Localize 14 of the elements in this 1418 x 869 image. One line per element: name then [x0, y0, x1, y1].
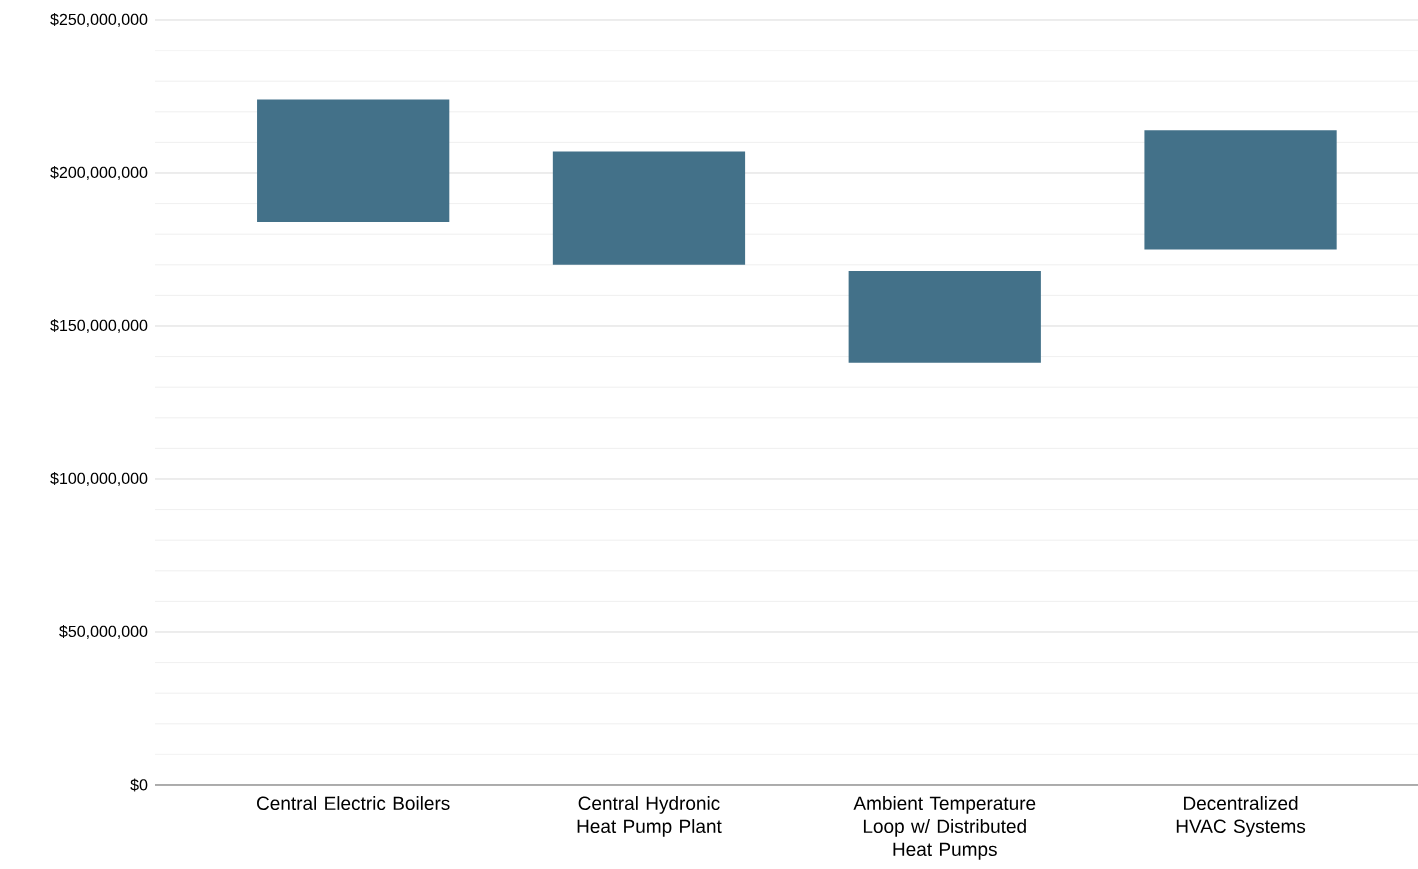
bar	[552, 151, 746, 265]
y-tick-label: $100,000,000	[50, 472, 148, 486]
x-tick-label: Decentralized HVAC Systems	[1176, 796, 1306, 837]
x-tick-label: Central Hydronic Heat Pump Plant	[577, 796, 722, 837]
y-tick-label: $250,000,000	[50, 13, 148, 27]
bar	[1144, 130, 1337, 250]
y-tick-label: $150,000,000	[50, 319, 148, 333]
x-tick-label: Ambient Temperature Loop w/ Distributed Heat Pumps	[853, 796, 1036, 860]
y-tick-label: $0	[130, 778, 148, 792]
y-tick-label: $200,000,000	[50, 166, 148, 180]
bar	[848, 270, 1041, 363]
y-tick-label: $50,000,000	[59, 625, 148, 639]
x-tick-label: Central Electric Boilers	[257, 796, 450, 811]
bar	[257, 99, 450, 222]
